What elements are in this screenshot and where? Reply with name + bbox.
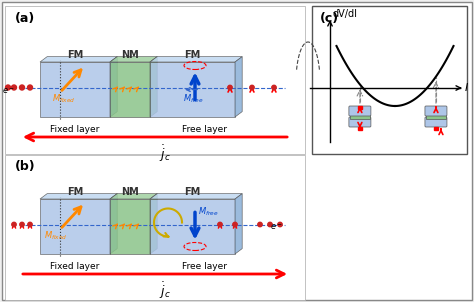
Text: NM: NM (121, 187, 139, 197)
Circle shape (19, 85, 25, 90)
Text: dV/dI: dV/dI (333, 9, 358, 19)
Text: I: I (465, 83, 468, 93)
Polygon shape (235, 56, 242, 117)
FancyBboxPatch shape (349, 106, 371, 116)
Polygon shape (40, 199, 110, 254)
Text: $M_{fixed}$: $M_{fixed}$ (52, 92, 76, 105)
FancyBboxPatch shape (425, 117, 447, 127)
Text: Fixed layer: Fixed layer (50, 125, 100, 134)
Bar (358, 127, 362, 130)
Text: (b): (b) (15, 160, 36, 173)
Circle shape (278, 222, 282, 227)
Circle shape (258, 222, 262, 227)
Polygon shape (110, 56, 157, 62)
Polygon shape (150, 194, 242, 199)
Polygon shape (40, 62, 110, 117)
Circle shape (228, 85, 232, 90)
Bar (358, 106, 362, 109)
Circle shape (28, 222, 32, 227)
Bar (434, 127, 438, 130)
Circle shape (233, 222, 237, 227)
Polygon shape (110, 199, 150, 254)
Text: $M_{fixed}$: $M_{fixed}$ (44, 230, 68, 242)
Bar (312, 6, 467, 154)
Text: $\dot{j}_c$: $\dot{j}_c$ (159, 280, 171, 300)
Polygon shape (235, 194, 242, 254)
Text: Free layer: Free layer (182, 125, 228, 134)
Polygon shape (150, 62, 235, 117)
Text: FM: FM (67, 50, 83, 60)
Circle shape (27, 85, 33, 90)
Text: $M_{free}$: $M_{free}$ (183, 92, 204, 105)
Text: (a): (a) (15, 12, 35, 25)
Text: (c): (c) (320, 12, 339, 25)
Circle shape (6, 85, 10, 90)
Circle shape (268, 222, 272, 227)
Text: Free layer: Free layer (182, 262, 228, 271)
FancyBboxPatch shape (349, 117, 371, 127)
Text: FM: FM (67, 187, 83, 197)
Circle shape (250, 85, 254, 90)
Polygon shape (110, 56, 117, 117)
Polygon shape (40, 56, 117, 62)
Circle shape (218, 222, 222, 227)
Polygon shape (110, 194, 157, 199)
Bar (5, 155, 305, 300)
Bar (350, 115, 370, 119)
Bar (426, 115, 446, 119)
Polygon shape (110, 62, 150, 117)
Circle shape (272, 85, 276, 90)
Circle shape (20, 222, 24, 227)
Text: FM: FM (184, 187, 200, 197)
Text: $e^-$: $e^-$ (1, 86, 15, 95)
Polygon shape (40, 194, 117, 199)
Polygon shape (150, 56, 157, 117)
Circle shape (11, 85, 17, 90)
Polygon shape (150, 199, 235, 254)
Text: FM: FM (184, 50, 200, 60)
Polygon shape (150, 56, 242, 62)
Polygon shape (150, 194, 157, 254)
Circle shape (12, 222, 16, 227)
Text: Fixed layer: Fixed layer (50, 262, 100, 271)
Text: $M_{free}$: $M_{free}$ (198, 205, 219, 218)
Text: NM: NM (121, 50, 139, 60)
Polygon shape (110, 194, 117, 254)
FancyBboxPatch shape (425, 106, 447, 116)
Text: $e^-$: $e^-$ (270, 223, 283, 233)
Text: $\dot{j}_c$: $\dot{j}_c$ (159, 143, 171, 164)
Bar (5, 6, 305, 154)
